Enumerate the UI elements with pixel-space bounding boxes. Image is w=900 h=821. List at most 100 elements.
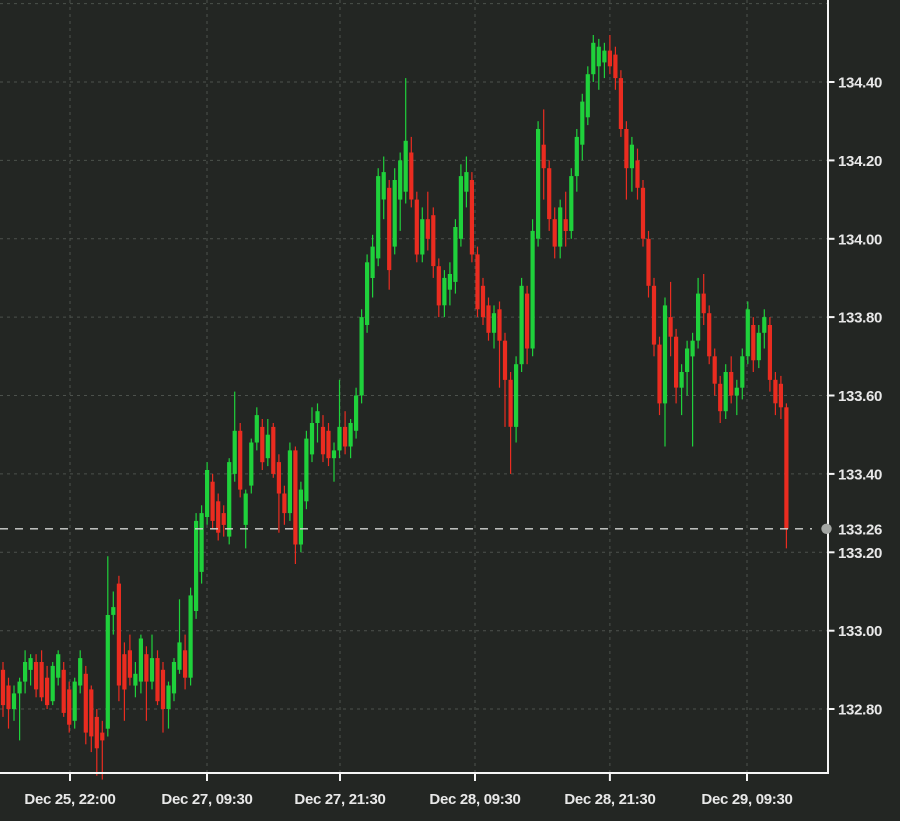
candle[interactable] xyxy=(155,650,160,706)
candle[interactable] xyxy=(293,446,298,565)
candle[interactable] xyxy=(514,356,519,443)
candle[interactable] xyxy=(271,423,276,478)
candle[interactable] xyxy=(558,199,563,259)
candle[interactable] xyxy=(337,379,342,459)
candle[interactable] xyxy=(67,681,72,733)
candle[interactable] xyxy=(199,505,204,584)
candle[interactable] xyxy=(751,317,756,372)
candle[interactable] xyxy=(436,258,441,318)
candle[interactable] xyxy=(734,379,739,416)
candle[interactable] xyxy=(409,136,414,208)
candle[interactable] xyxy=(701,274,706,325)
candle[interactable] xyxy=(773,372,778,416)
candle[interactable] xyxy=(370,234,375,298)
candle[interactable] xyxy=(497,301,502,388)
candle[interactable] xyxy=(149,634,155,690)
candle[interactable] xyxy=(635,148,640,200)
candle[interactable] xyxy=(690,332,695,447)
candle[interactable] xyxy=(696,277,701,349)
candle[interactable] xyxy=(640,180,646,247)
candle[interactable] xyxy=(442,270,447,318)
candle[interactable] xyxy=(116,575,121,702)
candle[interactable] xyxy=(111,591,116,635)
candle[interactable] xyxy=(464,156,469,208)
candle[interactable] xyxy=(425,191,430,251)
candle[interactable] xyxy=(28,654,33,686)
candle[interactable] xyxy=(221,505,226,537)
candle[interactable] xyxy=(536,121,541,247)
candle[interactable] xyxy=(210,473,215,529)
candle[interactable] xyxy=(232,391,237,482)
candle[interactable] xyxy=(216,493,221,541)
candle[interactable] xyxy=(398,152,403,231)
candle[interactable] xyxy=(563,191,568,247)
candle[interactable] xyxy=(254,407,259,451)
candle[interactable] xyxy=(243,489,248,549)
candle[interactable] xyxy=(618,70,623,137)
candle[interactable] xyxy=(160,662,166,733)
candle[interactable] xyxy=(491,305,497,349)
candle[interactable] xyxy=(227,458,232,545)
candle[interactable] xyxy=(304,430,309,510)
candle[interactable] xyxy=(83,665,88,745)
candle[interactable] xyxy=(629,136,634,192)
candle[interactable] xyxy=(569,168,574,239)
candle[interactable] xyxy=(674,328,679,404)
candle[interactable] xyxy=(354,387,359,439)
candle[interactable] xyxy=(39,650,44,702)
candle[interactable] xyxy=(94,709,99,776)
candle[interactable] xyxy=(45,665,50,709)
candle[interactable] xyxy=(177,599,182,674)
candle[interactable] xyxy=(50,662,55,706)
candle[interactable] xyxy=(282,485,287,525)
candle[interactable] xyxy=(679,364,684,416)
candle[interactable] xyxy=(105,556,110,737)
candle[interactable] xyxy=(359,309,364,404)
candle[interactable] xyxy=(458,164,463,247)
candle[interactable] xyxy=(712,348,717,396)
candle[interactable] xyxy=(591,35,596,82)
candle[interactable] xyxy=(331,442,337,482)
candle[interactable] xyxy=(447,262,452,306)
candle[interactable] xyxy=(194,513,199,619)
candle[interactable] xyxy=(574,129,579,192)
candle[interactable] xyxy=(475,246,480,318)
candle[interactable] xyxy=(298,481,303,553)
candle[interactable] xyxy=(414,191,419,263)
candle[interactable] xyxy=(166,681,171,729)
candle[interactable] xyxy=(762,309,767,349)
candle[interactable] xyxy=(740,348,745,400)
candle[interactable] xyxy=(144,646,149,721)
candle[interactable] xyxy=(6,677,11,729)
candle[interactable] xyxy=(392,168,397,255)
candle[interactable] xyxy=(502,332,508,427)
candle[interactable] xyxy=(315,403,320,443)
candle[interactable] xyxy=(585,66,590,126)
candle[interactable] xyxy=(530,219,535,357)
candle[interactable] xyxy=(403,78,408,204)
candle[interactable] xyxy=(541,109,546,200)
candle[interactable] xyxy=(205,462,210,525)
candle[interactable] xyxy=(72,677,77,729)
candle[interactable] xyxy=(657,336,662,416)
candle[interactable] xyxy=(276,454,281,533)
candle[interactable] xyxy=(685,340,690,396)
candle[interactable] xyxy=(707,305,712,365)
candle[interactable] xyxy=(56,650,61,686)
candle[interactable] xyxy=(486,297,491,341)
candle[interactable] xyxy=(387,180,392,290)
candle[interactable] xyxy=(343,411,348,455)
candle[interactable] xyxy=(78,650,83,694)
candle[interactable] xyxy=(326,423,331,467)
candle[interactable] xyxy=(11,685,17,721)
candle[interactable] xyxy=(171,658,177,702)
candle[interactable] xyxy=(596,38,601,90)
candle[interactable] xyxy=(420,207,425,263)
candle[interactable] xyxy=(613,46,618,90)
candle[interactable] xyxy=(602,42,607,79)
candle[interactable] xyxy=(508,372,513,474)
candle[interactable] xyxy=(133,662,138,698)
candle[interactable] xyxy=(376,168,381,267)
candle[interactable] xyxy=(17,677,22,741)
